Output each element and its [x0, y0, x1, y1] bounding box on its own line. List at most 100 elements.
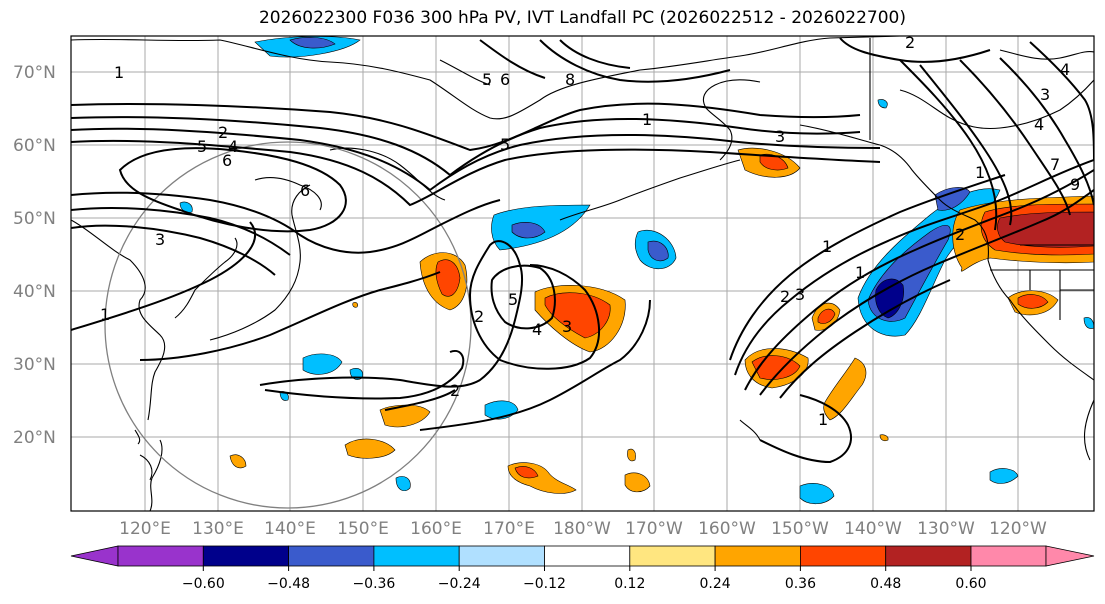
neg-patch — [302, 353, 343, 375]
neg-patch — [289, 37, 336, 49]
lat-labels: 70°N 60°N 50°N 40°N 30°N 20°N — [13, 63, 56, 448]
lon-label: 170°E — [483, 519, 535, 539]
neg-patch — [875, 278, 904, 319]
lat-label: 70°N — [13, 63, 56, 83]
colorbar-tick-label: −0.12 — [523, 576, 566, 592]
contour-label: 4 — [1060, 60, 1070, 79]
lon-label: 150°W — [771, 519, 829, 539]
lon-label: 170°W — [625, 519, 683, 539]
lon-labels: 120°E 130°E 140°E 150°E 160°E 170°E 180°… — [119, 519, 1047, 539]
pos-patch — [627, 448, 636, 462]
pos-patch — [514, 466, 539, 479]
colorbar-bin — [117, 545, 204, 567]
contour-label: 1 — [975, 163, 985, 182]
contour-label: 8 — [565, 70, 575, 89]
colorbar-tick-label: 0.60 — [955, 576, 986, 592]
neg-patch — [179, 201, 193, 213]
colorbar-bin — [202, 545, 290, 567]
neg-patch — [1083, 317, 1094, 329]
pos-patch — [379, 404, 431, 428]
lon-label: 160°W — [698, 519, 756, 539]
contour-label: 6 — [500, 70, 510, 89]
colorbar-bin — [885, 545, 972, 567]
colorbar-ticks — [202, 566, 972, 571]
contour-label: 3 — [562, 317, 572, 336]
neg-patch — [934, 187, 971, 211]
contour-label: 1 — [855, 263, 865, 282]
pos-patch — [823, 357, 867, 421]
colorbar-tick-labels: −0.60 −0.48 −0.36 −0.24 −0.12 0.12 0.24 … — [182, 576, 987, 592]
pos-patch — [624, 472, 651, 493]
pos-patch — [759, 153, 789, 171]
neg-patch — [395, 476, 411, 491]
neg-patch — [511, 222, 546, 239]
contour-label: 5 — [508, 290, 518, 309]
lon-label: 120°E — [119, 519, 171, 539]
colorbar-bin — [714, 545, 801, 567]
contour-label: 4 — [532, 320, 542, 339]
lat-label: 20°N — [13, 428, 56, 448]
pos-patch — [435, 259, 461, 297]
lat-label: 40°N — [13, 282, 56, 302]
colorbar-tick-label: 0.12 — [614, 576, 645, 592]
contour-label: 2 — [955, 225, 965, 244]
contour-label: 3 — [795, 285, 805, 304]
neg-patch — [799, 483, 835, 505]
colorbar-tick-label: −0.36 — [352, 576, 395, 592]
colorbar-bin — [373, 545, 460, 567]
colorbar-bin — [800, 545, 887, 567]
contour-label: 5 — [197, 137, 207, 156]
lon-label: 160°E — [410, 519, 462, 539]
lon-label: 130°E — [192, 519, 244, 539]
contour-label: 3 — [1040, 85, 1050, 104]
contour-label: 7 — [1050, 155, 1060, 174]
pos-patch — [997, 211, 1094, 248]
contour-label: 1 — [100, 305, 110, 324]
lon-label: 180°W — [553, 519, 611, 539]
lat-label: 30°N — [13, 355, 56, 375]
pos-patch — [879, 434, 889, 442]
neg-patch — [647, 240, 669, 262]
colorbar-tick-label: 0.24 — [700, 576, 731, 592]
lon-label: 140°E — [264, 519, 316, 539]
contour-label: 1 — [642, 110, 652, 129]
neg-patch — [989, 468, 1019, 484]
contour-label: 1 — [114, 63, 124, 82]
contour-label: 4 — [228, 137, 238, 156]
pos-patch — [817, 308, 836, 324]
colorbar-bin — [544, 545, 631, 567]
contour-label: 5 — [482, 70, 492, 89]
colorbar-bin — [970, 545, 1047, 567]
colorbar-tick-label: −0.24 — [438, 576, 481, 592]
contour-label: 2 — [450, 381, 460, 400]
contour-label: 1 — [822, 237, 832, 256]
colorbar-tick-label: 0.48 — [870, 576, 901, 592]
pos-patch — [229, 454, 247, 469]
lon-label: 150°E — [337, 519, 389, 539]
contour-label: 6 — [222, 151, 232, 170]
contour-label: 6 — [300, 181, 310, 200]
colorbar-bin — [629, 545, 716, 567]
contour-labels: 1 1 2 3 4 5 6 8 5 6 7 9 4 2 1 3 2 3 4 5 … — [100, 33, 1080, 429]
colorbar-tick-label: −0.48 — [267, 576, 310, 592]
contour-label: 3 — [775, 127, 785, 146]
pos-patch — [344, 438, 396, 459]
pv-contours — [71, 37, 1094, 464]
neg-patch — [877, 99, 888, 109]
contour-label: 1 — [818, 410, 828, 429]
lon-label: 130°W — [917, 519, 975, 539]
coastlines — [71, 36, 1094, 511]
lat-label: 50°N — [13, 209, 56, 229]
contour-label: 9 — [1070, 175, 1080, 194]
contour-label: 2 — [905, 33, 915, 52]
pos-patch — [352, 302, 358, 308]
colorbar-extend-max — [1045, 545, 1095, 567]
colorbar — [70, 545, 1095, 567]
map-title: 2026022300 F036 300 hPa PV, IVT Landfall… — [258, 8, 906, 28]
contour-label: 2 — [780, 287, 790, 306]
pos-patch — [1017, 294, 1049, 309]
colorbar-tick-label: 0.36 — [785, 576, 816, 592]
contour-label: 2 — [474, 307, 484, 326]
lon-label: 140°W — [844, 519, 902, 539]
